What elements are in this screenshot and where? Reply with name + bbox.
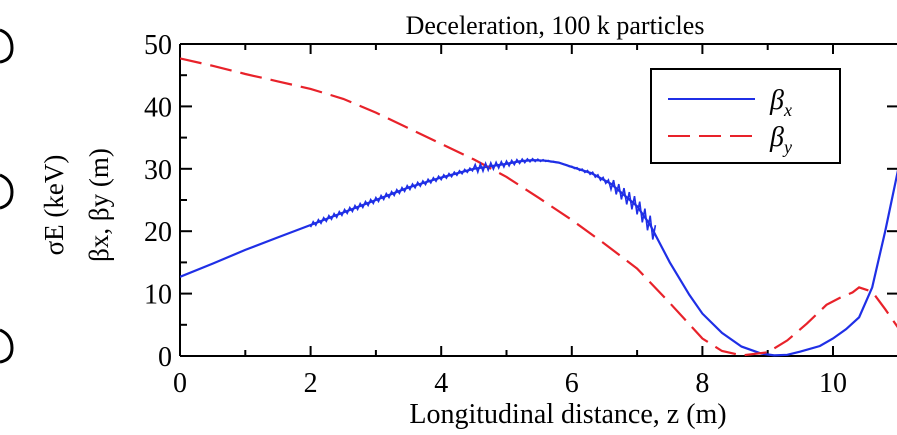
y-axis-label-line1: σE (keV) [39, 155, 69, 256]
axis-tick-labels: 0 2 4 6 8 10 0 10 20 30 40 50 [144, 30, 847, 399]
y-tick-label: 20 [144, 217, 172, 248]
y-tick-label: 10 [144, 280, 172, 311]
y-axis-label-line2: βx, βy (m) [84, 148, 114, 262]
legend-box [650, 68, 841, 164]
series-line-beta-x-ripple [309, 157, 657, 240]
y-tick-label: 30 [144, 155, 172, 186]
x-tick-label: 4 [434, 368, 448, 399]
series-line-beta-y [180, 57, 897, 357]
data-series [180, 57, 897, 357]
x-tick-label: 10 [819, 368, 847, 399]
x-tick-label: 6 [565, 368, 579, 399]
x-tick-label: 8 [695, 368, 709, 399]
x-tick-label: 0 [173, 368, 187, 399]
legend: βx βy [650, 68, 841, 164]
y-axis-label: σE (keV) βx, βy (m) [39, 148, 114, 262]
axis-ticks [179, 43, 897, 357]
chart-title: Deceleration, 100 k particles [406, 11, 705, 40]
y-tick-label: 40 [144, 92, 172, 123]
x-axis-label: Longitudinal distance, z (m) [409, 399, 726, 430]
y-tick-label: 50 [144, 30, 172, 61]
left-edge-fragments [0, 28, 14, 364]
y-tick-label: 0 [158, 342, 172, 373]
x-tick-label: 2 [304, 368, 318, 399]
series-line-beta-x [180, 158, 897, 357]
